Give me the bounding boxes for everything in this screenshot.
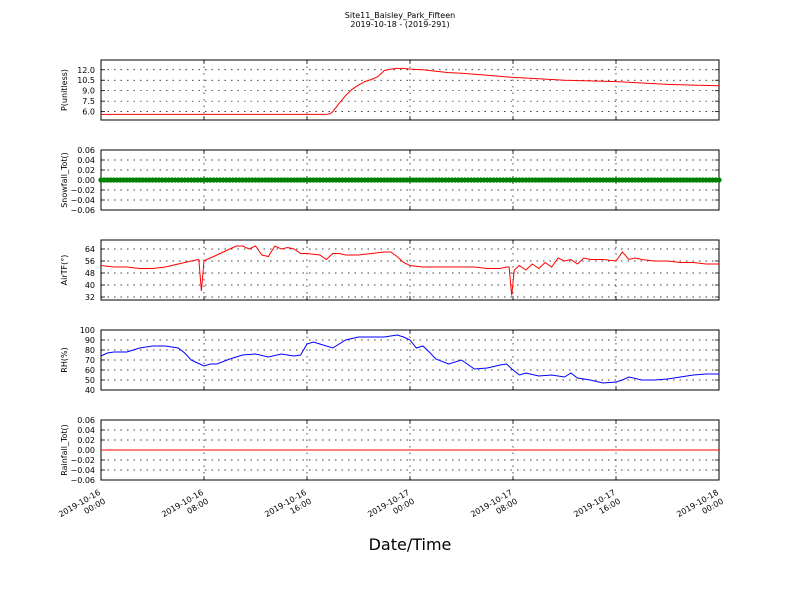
y-tick-label: 0.02 bbox=[77, 166, 95, 175]
series-markers bbox=[98, 177, 722, 183]
y-tick-label: 64 bbox=[85, 245, 95, 254]
y-tick-label: 0.04 bbox=[77, 426, 95, 435]
y-tick-label: 100 bbox=[80, 326, 95, 335]
y-tick-label: 12.0 bbox=[77, 66, 95, 75]
y-tick-label: 40 bbox=[85, 386, 95, 395]
y-tick-label: 40 bbox=[85, 281, 95, 290]
y-tick-label: 0.04 bbox=[77, 156, 95, 165]
chart-title: Site11_Baisley_Park_Fifteen bbox=[344, 11, 456, 20]
y-tick-label: 60 bbox=[85, 366, 95, 375]
y-tick-label: 70 bbox=[85, 356, 95, 365]
y-axis-label: RH(%) bbox=[60, 347, 69, 372]
x-axis-label: Date/Time bbox=[369, 535, 452, 554]
y-tick-label: 7.5 bbox=[82, 97, 95, 106]
y-tick-label: −0.02 bbox=[70, 186, 95, 195]
series-line bbox=[101, 67, 720, 115]
series-line bbox=[100, 334, 719, 384]
axes-frame bbox=[100, 239, 720, 301]
y-tick-label: 10.5 bbox=[77, 76, 95, 85]
subplot-0: 6.0 7.59.0 10.512.0 P(unitless) bbox=[60, 59, 720, 121]
x-tick-label: 2019-10-1700:00 bbox=[366, 488, 416, 528]
axes-frame bbox=[100, 329, 720, 391]
y-tick-label: 56 bbox=[85, 257, 95, 266]
y-tick-label: 32 bbox=[85, 293, 95, 302]
y-tick-label: 50 bbox=[85, 376, 95, 385]
x-tick-label: 2019-10-1708:00 bbox=[469, 488, 519, 528]
y-tick-label: 9.0 bbox=[82, 87, 95, 96]
chart-subtitle: 2019-10-18 - (2019-291) bbox=[350, 20, 450, 29]
y-axis-label: Snowfall_Tot() bbox=[60, 152, 69, 208]
y-tick-label: 90 bbox=[85, 336, 95, 345]
y-tick-label: −0.06 bbox=[70, 206, 95, 215]
x-tick-label: 2019-10-1608:00 bbox=[160, 488, 210, 528]
data-point bbox=[716, 177, 722, 183]
y-tick-label: 80 bbox=[85, 346, 95, 355]
y-tick-label: 0.06 bbox=[77, 416, 95, 425]
x-tick-label: 2019-10-1616:00 bbox=[263, 488, 313, 528]
y-tick-label: 0.00 bbox=[77, 176, 95, 185]
y-tick-label: 0.06 bbox=[77, 146, 95, 155]
y-tick-label: 6.0 bbox=[82, 108, 95, 117]
series-line bbox=[100, 245, 719, 296]
y-axis-label: P(unitless) bbox=[60, 69, 69, 111]
x-tick-label: 2019-10-1600:00 bbox=[57, 488, 107, 528]
y-tick-label: −0.02 bbox=[70, 456, 95, 465]
subplot-1: −0.06−0.04−0.020.000.020.040.06 Snowfall_… bbox=[60, 146, 722, 215]
y-tick-label: −0.06 bbox=[70, 476, 95, 485]
y-tick-label: −0.04 bbox=[70, 196, 95, 205]
y-axis-label: Rainfall_Tot() bbox=[60, 424, 69, 476]
y-tick-label: 48 bbox=[85, 269, 95, 278]
y-tick-label: 0.00 bbox=[77, 446, 95, 455]
y-tick-label: −0.04 bbox=[70, 466, 95, 475]
subplot-4: −0.06−0.04−0.020.000.020.040.06 Rainfall_… bbox=[60, 416, 720, 485]
x-tick-label: 2019-10-1800:00 bbox=[675, 488, 725, 528]
y-tick-label: 0.02 bbox=[77, 436, 95, 445]
y-axis-label: AirTF(°) bbox=[60, 255, 69, 286]
x-tick-label: 2019-10-1716:00 bbox=[572, 488, 622, 528]
subplot-2: 32 40 48 56 64 AirTF(°) bbox=[60, 239, 720, 302]
